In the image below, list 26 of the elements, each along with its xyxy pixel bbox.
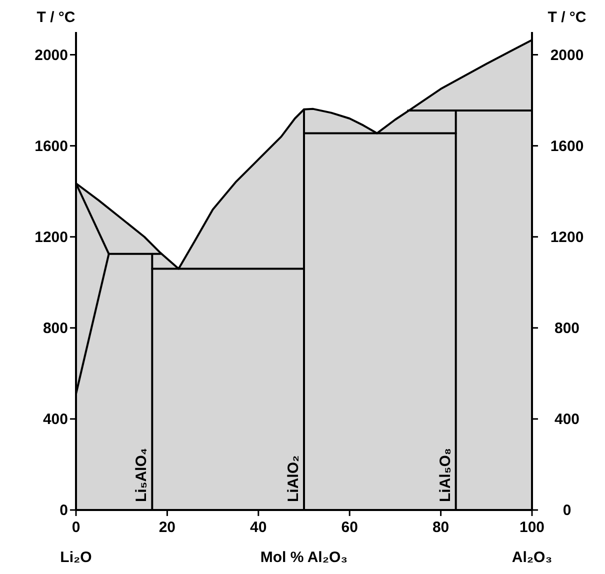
text: Li₅AlO₄ bbox=[133, 448, 150, 502]
y2-tick-label: 400 bbox=[554, 410, 580, 428]
x-tick-label: 20 bbox=[158, 519, 176, 536]
text: LiAl₅O₈ bbox=[436, 448, 454, 502]
y2-tick-label: 0 bbox=[562, 502, 572, 519]
x-tick-label: 100 bbox=[519, 519, 545, 536]
x-tick-label: 80 bbox=[432, 519, 450, 536]
y-tick-label: 1200 bbox=[34, 228, 68, 246]
y2-tick-label: 1600 bbox=[550, 138, 584, 155]
x-tick-label: 40 bbox=[250, 519, 267, 536]
y2-tick-label: 1200 bbox=[550, 228, 584, 246]
y-tick-label: 1600 bbox=[34, 138, 68, 155]
y-tick-label: 2000 bbox=[34, 46, 68, 64]
y-tick-label: 800 bbox=[42, 320, 68, 337]
x-tick-label: 0 bbox=[72, 519, 80, 536]
y-axis-title: T / °C bbox=[36, 9, 76, 26]
x-tick-label: 60 bbox=[341, 519, 358, 536]
y-tick-label: 400 bbox=[42, 410, 68, 428]
text: Li₂O bbox=[60, 549, 92, 566]
text: Al₂O₃ bbox=[512, 549, 552, 566]
y2-axis-title: T / °C bbox=[548, 9, 586, 26]
y2-tick-label: 2000 bbox=[550, 46, 584, 64]
text: LiAlO₂ bbox=[285, 455, 302, 502]
y-tick-label: 0 bbox=[60, 502, 68, 519]
y2-tick-label: 800 bbox=[554, 320, 580, 337]
x-axis-title: Mol % Al₂O₃ bbox=[260, 549, 348, 566]
